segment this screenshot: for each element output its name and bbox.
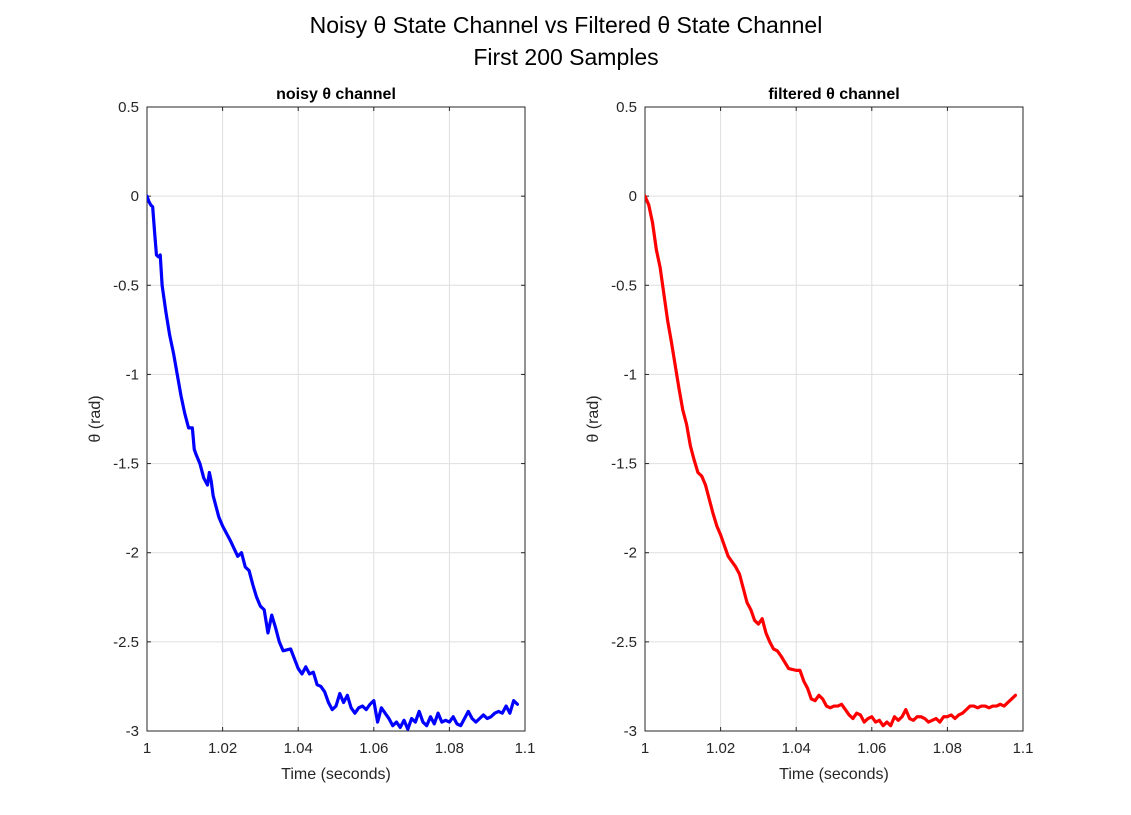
- noisy-xtick-label: 1.08: [435, 740, 464, 757]
- noisy-ytick-label: -0.5: [113, 277, 139, 294]
- filtered-ytick-label: -2: [624, 545, 637, 562]
- filtered-xaxis-label: Time (seconds): [779, 766, 889, 783]
- figure-title-line1: Noisy θ State Channel vs Filtered θ Stat…: [310, 12, 823, 38]
- filtered-xtick-label: 1.04: [782, 740, 811, 757]
- noisy-ytick-label: -3: [126, 723, 139, 740]
- noisy-ytick-label: 0: [131, 188, 139, 205]
- noisy-ytick-label: -2.5: [113, 634, 139, 651]
- noisy-ytick-label: -1: [126, 366, 139, 383]
- noisy-xtick-label: 1.02: [208, 740, 237, 757]
- noisy-axes-box: [146, 106, 526, 732]
- filtered-ytick-label: -2.5: [611, 634, 637, 651]
- filtered-xtick-label: 1.1: [1013, 740, 1034, 757]
- noisy-xaxis-label: Time (seconds): [281, 766, 391, 783]
- filtered-theta-subplot: 1 1.02 1.04 1.06 1.08 1.1 0.5 0 -0.5 -1 -1.5 -2 -2.5…: [585, 86, 1033, 783]
- noisy-xtick-label: 1.1: [515, 740, 536, 757]
- filtered-axes-box: [644, 106, 1024, 732]
- filtered-ytick-label: 0: [629, 188, 637, 205]
- filtered-xtick-label: 1: [641, 740, 649, 757]
- noisy-subplot-title: noisy θ channel: [276, 86, 396, 103]
- filtered-xtick-label: 1.02: [706, 740, 735, 757]
- noisy-yaxis-label: θ (rad): [87, 395, 104, 442]
- noisy-xtick-label: 1.06: [359, 740, 388, 757]
- noisy-theta-subplot: 1 1.02 1.04 1.06 1.08 1.1 0.5 0 -0.5 -1 -1.5 -2 -2.5…: [87, 86, 535, 783]
- filtered-xtick-label: 1.08: [933, 740, 962, 757]
- filtered-subplot-title: filtered θ channel: [768, 86, 899, 103]
- filtered-ytick-label: -1: [624, 366, 637, 383]
- noisy-ytick-label: -1.5: [113, 456, 139, 473]
- filtered-theta-series-line: [645, 194, 1018, 728]
- filtered-ytick-label: -1.5: [611, 456, 637, 473]
- filtered-yaxis-label: θ (rad): [585, 395, 602, 442]
- noisy-theta-series-line: [147, 194, 520, 731]
- noisy-xtick-label: 1.04: [284, 740, 313, 757]
- noisy-ytick-label: -2: [126, 545, 139, 562]
- filtered-xtick-label: 1.06: [857, 740, 886, 757]
- filtered-ytick-label: 0.5: [616, 99, 637, 116]
- noisy-xtick-label: 1: [143, 740, 151, 757]
- noisy-ytick-label: 0.5: [118, 99, 139, 116]
- figure-title-line2: First 200 Samples: [473, 44, 658, 70]
- filtered-ytick-label: -0.5: [611, 277, 637, 294]
- filtered-ytick-label: -3: [624, 723, 637, 740]
